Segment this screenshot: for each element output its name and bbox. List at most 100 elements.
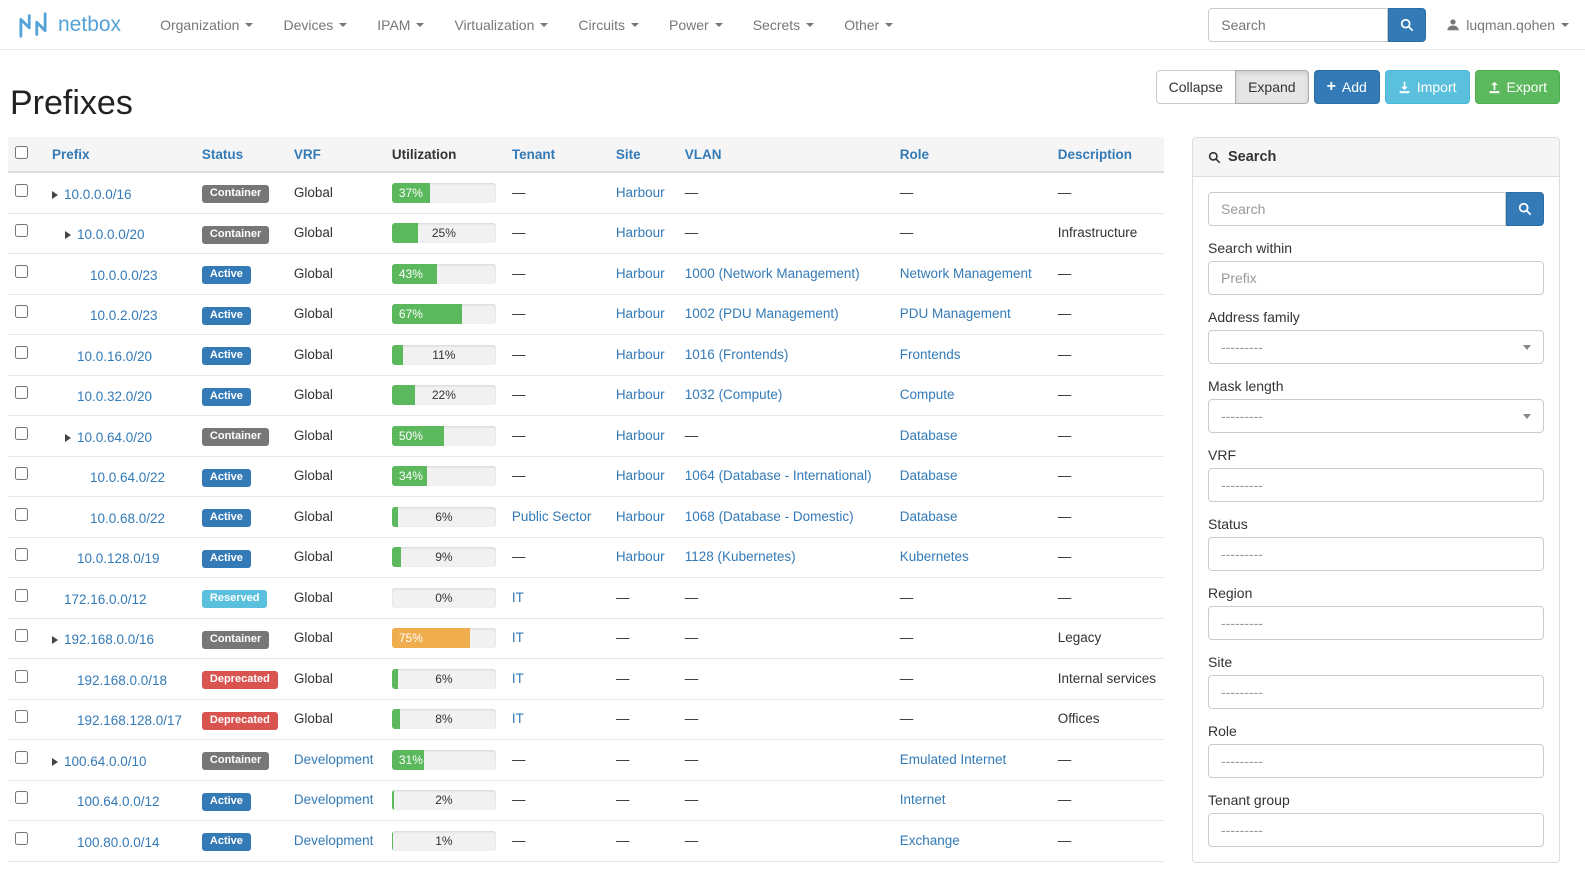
role-link[interactable]: Emulated Internet [899, 751, 1007, 767]
site-link[interactable]: Harbour [615, 549, 665, 565]
role-link[interactable]: Compute [899, 387, 955, 403]
prefix-link[interactable]: 100.80.0.0/14 [76, 834, 160, 850]
prefix-link[interactable]: 10.0.64.0/20 [76, 429, 153, 445]
vlan-link[interactable]: 1068 (Database - Domestic) [684, 508, 854, 524]
column-header-role[interactable]: Role [891, 137, 1050, 173]
row-checkbox[interactable] [15, 183, 28, 197]
filter-select-site[interactable]: --------- [1208, 675, 1544, 709]
prefix-link[interactable]: 192.168.128.0/17 [76, 713, 183, 728]
menu-virtualization[interactable]: Virtualization [439, 0, 563, 50]
prefix-link[interactable]: 10.0.2.0/23 [89, 308, 158, 323]
column-header-tenant[interactable]: Tenant [503, 137, 608, 173]
menu-circuits[interactable]: Circuits [563, 0, 654, 50]
row-checkbox[interactable] [15, 791, 28, 805]
site-link[interactable]: Harbour [615, 346, 665, 362]
role-link[interactable]: Kubernetes [899, 549, 969, 565]
filter-select-vrf[interactable]: --------- [1208, 468, 1544, 502]
collapse-button[interactable]: Collapse [1155, 70, 1237, 104]
site-link[interactable]: Harbour [615, 225, 665, 241]
menu-other[interactable]: Other [829, 0, 908, 50]
export-button[interactable]: Export [1474, 70, 1560, 104]
vlan-link[interactable]: 1032 (Compute) [684, 387, 783, 403]
vlan-link[interactable]: 1128 (Kubernetes) [684, 549, 796, 565]
filter-select-region[interactable]: --------- [1208, 606, 1544, 640]
role-link[interactable]: Database [899, 427, 958, 443]
row-checkbox[interactable] [15, 710, 28, 724]
vlan-link[interactable]: 1064 (Database - International) [684, 468, 872, 484]
prefix-link[interactable]: 10.0.32.0/20 [76, 389, 153, 404]
vlan-link[interactable]: 1000 (Network Management) [684, 265, 860, 281]
site-link[interactable]: Harbour [615, 184, 665, 200]
row-checkbox[interactable] [15, 386, 28, 400]
prefix-link[interactable]: 10.0.0.0/23 [89, 267, 158, 283]
row-checkbox[interactable] [15, 345, 28, 359]
expand-caret-icon[interactable] [51, 190, 58, 199]
filter-select-mask-length[interactable]: --------- [1208, 399, 1544, 433]
column-header-vrf[interactable]: VRF [285, 137, 384, 173]
row-checkbox[interactable] [15, 264, 28, 278]
row-checkbox[interactable] [15, 588, 28, 602]
select-all-checkbox[interactable] [15, 146, 28, 159]
tenant-link[interactable]: IT [511, 711, 524, 727]
prefix-link[interactable]: 10.0.128.0/19 [76, 551, 160, 566]
prefix-link[interactable]: 192.168.0.0/18 [76, 672, 168, 688]
row-checkbox[interactable] [15, 507, 28, 521]
row-checkbox[interactable] [15, 467, 28, 481]
vlan-link[interactable]: 1002 (PDU Management) [684, 306, 839, 322]
row-checkbox[interactable] [15, 750, 28, 764]
vrf-link[interactable]: Development [293, 832, 374, 848]
row-checkbox[interactable] [15, 831, 28, 845]
tenant-link[interactable]: Public Sector [511, 508, 592, 524]
global-search-button[interactable] [1388, 7, 1427, 42]
menu-ipam[interactable]: IPAM [362, 0, 439, 50]
filter-input-search-within[interactable] [1208, 261, 1544, 295]
row-checkbox[interactable] [15, 224, 28, 238]
row-checkbox[interactable] [15, 426, 28, 440]
site-link[interactable]: Harbour [615, 265, 665, 281]
prefix-link[interactable]: 10.0.64.0/22 [89, 470, 166, 485]
vlan-link[interactable]: 1016 (Frontends) [684, 346, 789, 362]
prefix-link[interactable]: 100.64.0.0/12 [76, 794, 160, 809]
column-header-utilization[interactable]: Utilization [383, 137, 504, 173]
row-checkbox[interactable] [15, 629, 28, 643]
vrf-link[interactable]: Development [293, 792, 374, 808]
expand-button[interactable]: Expand [1235, 70, 1309, 104]
global-search-input[interactable] [1208, 7, 1389, 42]
user-menu[interactable]: luqman.qohen [1446, 17, 1569, 33]
role-link[interactable]: Frontends [899, 346, 961, 362]
menu-power[interactable]: Power [654, 0, 738, 50]
prefix-link[interactable]: 10.0.68.0/22 [89, 510, 166, 526]
role-link[interactable]: Database [899, 508, 958, 524]
prefix-link[interactable]: 172.16.0.0/12 [63, 591, 147, 607]
row-checkbox[interactable] [15, 548, 28, 562]
brand[interactable]: netbox [16, 11, 121, 39]
role-link[interactable]: Database [899, 468, 958, 484]
menu-secrets[interactable]: Secrets [738, 0, 829, 50]
site-link[interactable]: Harbour [615, 306, 665, 322]
tenant-link[interactable]: IT [511, 589, 524, 605]
prefix-link[interactable]: 100.64.0.0/10 [63, 753, 147, 769]
tenant-link[interactable]: IT [511, 670, 524, 686]
site-link[interactable]: Harbour [615, 387, 665, 403]
role-link[interactable]: Exchange [899, 832, 960, 848]
filter-select-address-family[interactable]: --------- [1208, 330, 1544, 364]
column-header-vlan[interactable]: VLAN [676, 137, 892, 173]
column-header-description[interactable]: Description [1049, 137, 1164, 173]
column-header-site[interactable]: Site [607, 137, 677, 173]
vrf-link[interactable]: Development [293, 751, 374, 767]
expand-caret-icon[interactable] [51, 636, 58, 644]
filter-select-role[interactable]: --------- [1208, 744, 1544, 778]
import-button[interactable]: Import [1384, 70, 1470, 104]
prefix-link[interactable]: 192.168.0.0/16 [63, 632, 155, 647]
menu-devices[interactable]: Devices [268, 0, 362, 50]
menu-organization[interactable]: Organization [145, 0, 268, 50]
sidebar-search-input[interactable] [1208, 192, 1506, 226]
row-checkbox[interactable] [15, 669, 28, 683]
add-button[interactable]: + Add [1313, 70, 1380, 104]
column-header-status[interactable]: Status [193, 137, 286, 173]
row-checkbox[interactable] [15, 305, 28, 319]
site-link[interactable]: Harbour [615, 508, 665, 524]
expand-caret-icon[interactable] [51, 757, 58, 766]
prefix-link[interactable]: 10.0.0.0/16 [63, 186, 132, 202]
site-link[interactable]: Harbour [615, 427, 665, 443]
